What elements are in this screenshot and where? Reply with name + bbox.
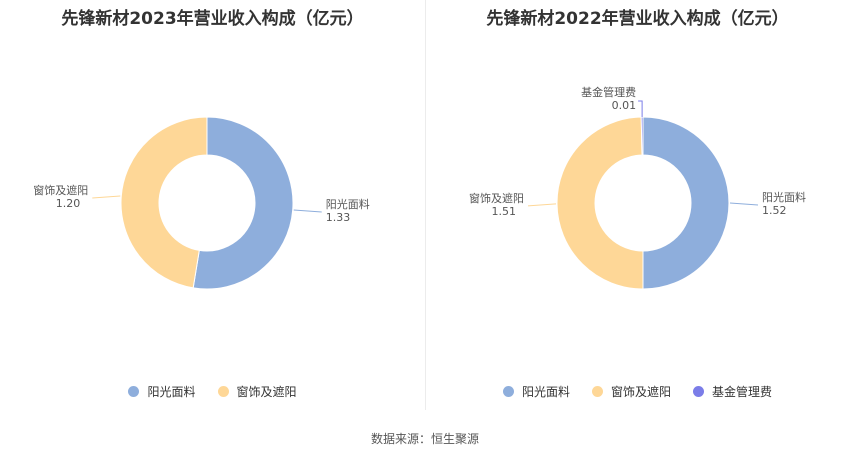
label-leader-line-1 <box>92 195 121 199</box>
label-leader-line-2 <box>638 100 643 118</box>
legend-dot-icon <box>217 386 229 397</box>
legend-item-sunshine-fabric[interactable]: 阳光面料 <box>502 383 570 400</box>
donut-slice-1[interactable] <box>556 116 644 290</box>
donut-slice-0[interactable] <box>192 116 294 290</box>
chart-title-2023: 先锋新材2023年营业收入构成（亿元） <box>61 9 364 29</box>
chart-title-2022: 先锋新材2022年营业收入构成（亿元） <box>486 9 789 29</box>
legend-2022: 阳光面料 窗饰及遮阳 基金管理费 <box>425 383 850 400</box>
legend-dot-icon <box>693 386 704 397</box>
slice-label-name-1: 窗饰及遮阳 <box>469 191 524 205</box>
panel-divider <box>425 0 426 410</box>
slice-label-value-1: 1.51 <box>492 205 517 218</box>
slice-label-name-0: 阳光面料 <box>326 197 370 211</box>
slice-label-name-1: 窗饰及遮阳 <box>33 183 88 197</box>
slice-label-value-2: 0.01 <box>612 99 637 112</box>
data-source-note: 数据来源：恒生聚源 <box>370 432 479 446</box>
donut-slice-0[interactable] <box>642 116 730 290</box>
label-leader-line-1 <box>527 203 557 207</box>
legend-label: 窗饰及遮阳 <box>236 385 297 399</box>
legend-dot-icon <box>502 386 514 397</box>
legend-label: 阳光面料 <box>147 385 196 399</box>
donut-slice-1[interactable] <box>120 116 208 289</box>
label-leader-line-0 <box>293 209 322 213</box>
legend-item-window-shading[interactable]: 窗饰及遮阳 <box>217 383 297 400</box>
slice-label-value-0: 1.33 <box>326 211 351 224</box>
legend-item-fund-management-fee[interactable]: 基金管理费 <box>693 383 772 400</box>
chart-panel-2022: 先锋新材2022年营业收入构成（亿元） 阳光面料 1.52 窗饰及遮阳 1.51 基金管… <box>425 0 850 410</box>
label-leader-line-0 <box>729 202 759 206</box>
legend-label: 阳光面料 <box>521 385 570 399</box>
legend-2023: 阳光面料 窗饰及遮阳 <box>0 383 425 400</box>
slice-label-name-2: 基金管理费 <box>581 85 636 99</box>
legend-item-window-shading[interactable]: 窗饰及遮阳 <box>591 383 671 400</box>
donut-slice-2[interactable] <box>640 116 644 156</box>
legend-item-sunshine-fabric[interactable]: 阳光面料 <box>128 383 196 400</box>
slice-label-name-0: 阳光面料 <box>762 190 806 204</box>
legend-dot-icon <box>128 386 140 397</box>
legend-dot-icon <box>591 386 603 397</box>
slice-label-value-1: 1.20 <box>56 197 81 210</box>
chart-panel-2023: 先锋新材2023年营业收入构成（亿元） 阳光面料 1.33 窗饰及遮阳 1.20 阳光… <box>0 0 425 410</box>
slice-label-value-0: 1.52 <box>762 204 787 217</box>
legend-label: 基金管理费 <box>712 385 773 399</box>
legend-label: 窗饰及遮阳 <box>610 385 671 399</box>
